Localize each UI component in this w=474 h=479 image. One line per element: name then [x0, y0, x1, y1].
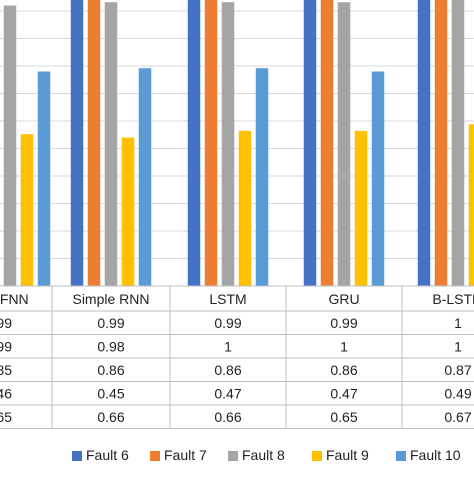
- bar-lstm-fault-7: [204, 0, 218, 286]
- data-table-cell: 0.49: [444, 386, 471, 402]
- legend-label: Fault 6: [86, 447, 129, 463]
- bar-gru-fault-10: [371, 71, 385, 286]
- bar-ffnn-fault-10: [37, 71, 51, 286]
- data-table-cell: 0.99: [330, 315, 357, 331]
- category-label: B-LSTM: [432, 291, 474, 307]
- legend-swatch: [150, 451, 160, 461]
- data-table-cell: 0.99: [97, 315, 124, 331]
- data-table-cell: 1: [340, 339, 348, 355]
- data-table-cell: 0.66: [97, 409, 124, 425]
- category-label: LSTM: [209, 291, 246, 307]
- bar-gru-fault-8: [337, 2, 351, 286]
- legend-label: Fault 7: [164, 447, 207, 463]
- bar-simple-rnn-fault-8: [104, 2, 118, 286]
- category-label: FFNN: [0, 291, 29, 307]
- category-label: GRU: [328, 291, 359, 307]
- bar-simple-rnn-fault-9: [121, 137, 135, 286]
- legend-swatch: [72, 451, 82, 461]
- data-table-cell: 85: [0, 362, 12, 378]
- data-table-cell: 0.99: [214, 315, 241, 331]
- legend-label: Fault 10: [410, 447, 461, 463]
- bar-b-lstm-fault-8: [451, 0, 465, 287]
- data-table-cell: 1: [224, 339, 232, 355]
- legend-swatch: [312, 451, 322, 461]
- legend-swatch: [396, 451, 406, 461]
- bar-gru-fault-9: [354, 130, 368, 286]
- legend-label: Fault 9: [326, 447, 369, 463]
- data-table-cell: 0.67: [444, 409, 471, 425]
- data-table-cell: 0.47: [214, 386, 241, 402]
- legend-swatch: [228, 451, 238, 461]
- bar-lstm-fault-9: [238, 130, 252, 286]
- data-table-cell: 0.98: [97, 339, 124, 355]
- bar-b-lstm-fault-7: [434, 0, 448, 286]
- bar-ffnn-fault-8: [3, 5, 17, 286]
- data-table-cell: 1: [454, 315, 462, 331]
- data-table-cell: 99: [0, 339, 12, 355]
- bar-gru-fault-6: [303, 0, 317, 287]
- bar-b-lstm-fault-9: [468, 124, 474, 286]
- category-label: Simple RNN: [72, 291, 149, 307]
- data-table-cell: 0.86: [214, 362, 241, 378]
- bar-gru-fault-7: [320, 0, 334, 286]
- bar-ffnn-fault-9: [20, 134, 34, 286]
- bar-simple-rnn-fault-7: [87, 0, 101, 286]
- data-table-cell: 46: [0, 386, 12, 402]
- legend-label: Fault 8: [242, 447, 285, 463]
- data-table-cell: 0.87: [444, 362, 471, 378]
- data-table-cell: 65: [0, 409, 12, 425]
- data-table-cell: 0.47: [330, 386, 357, 402]
- data-table-cell: 0.86: [330, 362, 357, 378]
- data-table-cell: 99: [0, 315, 12, 331]
- data-table-cell: 0.86: [97, 362, 124, 378]
- data-table-cell: 1: [454, 339, 462, 355]
- bar-lstm-fault-10: [255, 68, 269, 286]
- bar-lstm-fault-8: [221, 2, 235, 286]
- data-table-cell: 0.66: [214, 409, 241, 425]
- bar-simple-rnn-fault-6: [70, 0, 84, 287]
- data-table-cell: 0.65: [330, 409, 357, 425]
- bar-b-lstm-fault-6: [417, 0, 431, 286]
- data-table-cell: 0.45: [97, 386, 124, 402]
- bar-lstm-fault-6: [187, 0, 201, 287]
- bar-simple-rnn-fault-10: [138, 68, 152, 286]
